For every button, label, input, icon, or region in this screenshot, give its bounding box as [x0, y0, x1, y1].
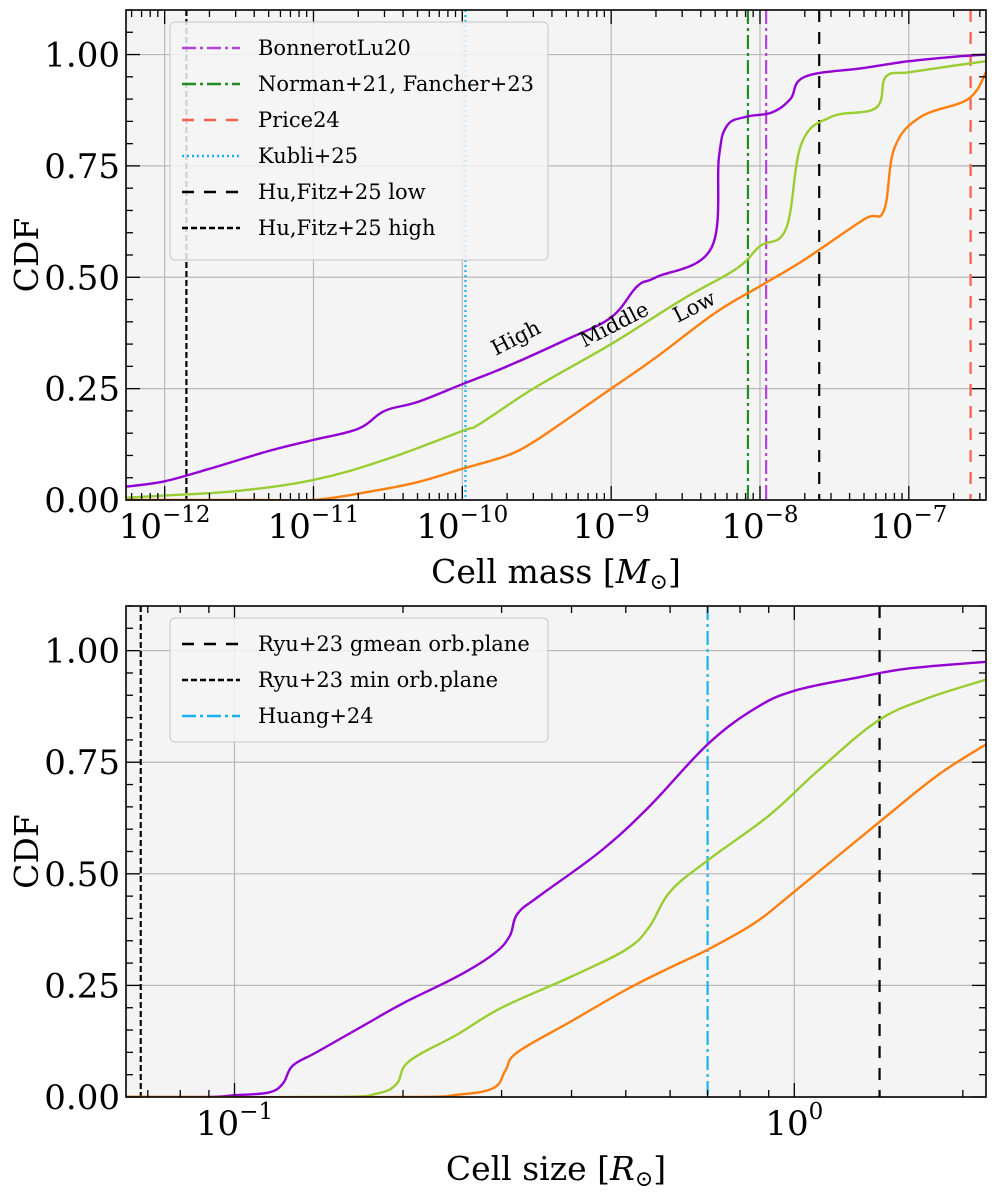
y-tick-label: 0.00 — [44, 1078, 120, 1118]
x-tick-label: 10−9 — [573, 502, 650, 547]
legend-label: Norman+21, Fancher+23 — [258, 72, 534, 96]
series-low — [126, 743, 986, 1097]
legend: Ryu+23 gmean orb.plane Ryu+23 min orb.pla… — [169, 617, 549, 743]
y-tick-label: 0.25 — [44, 966, 120, 1006]
series-middle — [126, 60, 986, 499]
plot-frame — [125, 605, 987, 1098]
x-axis-label: Cell mass [M⊙] — [431, 552, 681, 595]
series-lines — [126, 53, 986, 500]
y-tick-label: 0.75 — [44, 147, 120, 187]
legend-label: Kubli+25 — [258, 144, 358, 168]
y-tick-label: 0.25 — [44, 370, 120, 410]
legend-label: BonnerotLu20 — [258, 36, 411, 60]
y-tick-label: 1.00 — [44, 36, 120, 76]
y-axis-label: CDF — [7, 814, 46, 889]
x-tick-label: 10−8 — [721, 502, 798, 547]
x-tick-label: 10−10 — [416, 502, 508, 547]
y-tick-label: 0.75 — [44, 743, 120, 783]
series-lines — [126, 660, 986, 1097]
x-axis-label: Cell size [R⊙] — [446, 1149, 666, 1192]
legend-label: Ryu+23 gmean orb.plane — [258, 632, 530, 656]
legend-label: Huang+24 — [258, 704, 374, 728]
plot-frame — [125, 9, 987, 501]
y-tick-label: 0.50 — [44, 855, 120, 895]
series-low — [126, 71, 986, 500]
legend-label: Ryu+23 min orb.plane — [258, 668, 498, 692]
x-tick-label: 100 — [765, 1099, 823, 1144]
series-middle — [126, 678, 986, 1097]
legend-label: Price24 — [258, 108, 340, 132]
y-tick-label: 0.50 — [44, 258, 120, 298]
legend-label: Hu,Fitz+25 high — [258, 216, 436, 240]
legend: BonnerotLu20 Norman+21, Fancher+23 Price24… — [169, 21, 549, 261]
series-high — [126, 53, 986, 488]
y-axis-label: CDF — [7, 218, 46, 293]
series-high — [126, 660, 986, 1097]
bottom-chart-cell-size: 10−1 100 0.00 0.25 0.50 0.75 1.00 Cell size [R⊙… — [7, 605, 987, 1192]
y-tick-label: 1.00 — [44, 632, 120, 672]
y-tick-label: 0.00 — [44, 481, 120, 521]
x-tick-label: 10−1 — [196, 1099, 273, 1144]
x-tick-label: 10−7 — [870, 502, 947, 547]
reference-lines — [139, 606, 881, 1097]
x-tick-label: 10−11 — [268, 502, 360, 547]
legend-box — [169, 617, 549, 743]
legend-box — [169, 21, 549, 261]
x-tick-label: 10−12 — [119, 502, 211, 547]
legend-label: Hu,Fitz+25 low — [258, 180, 426, 204]
